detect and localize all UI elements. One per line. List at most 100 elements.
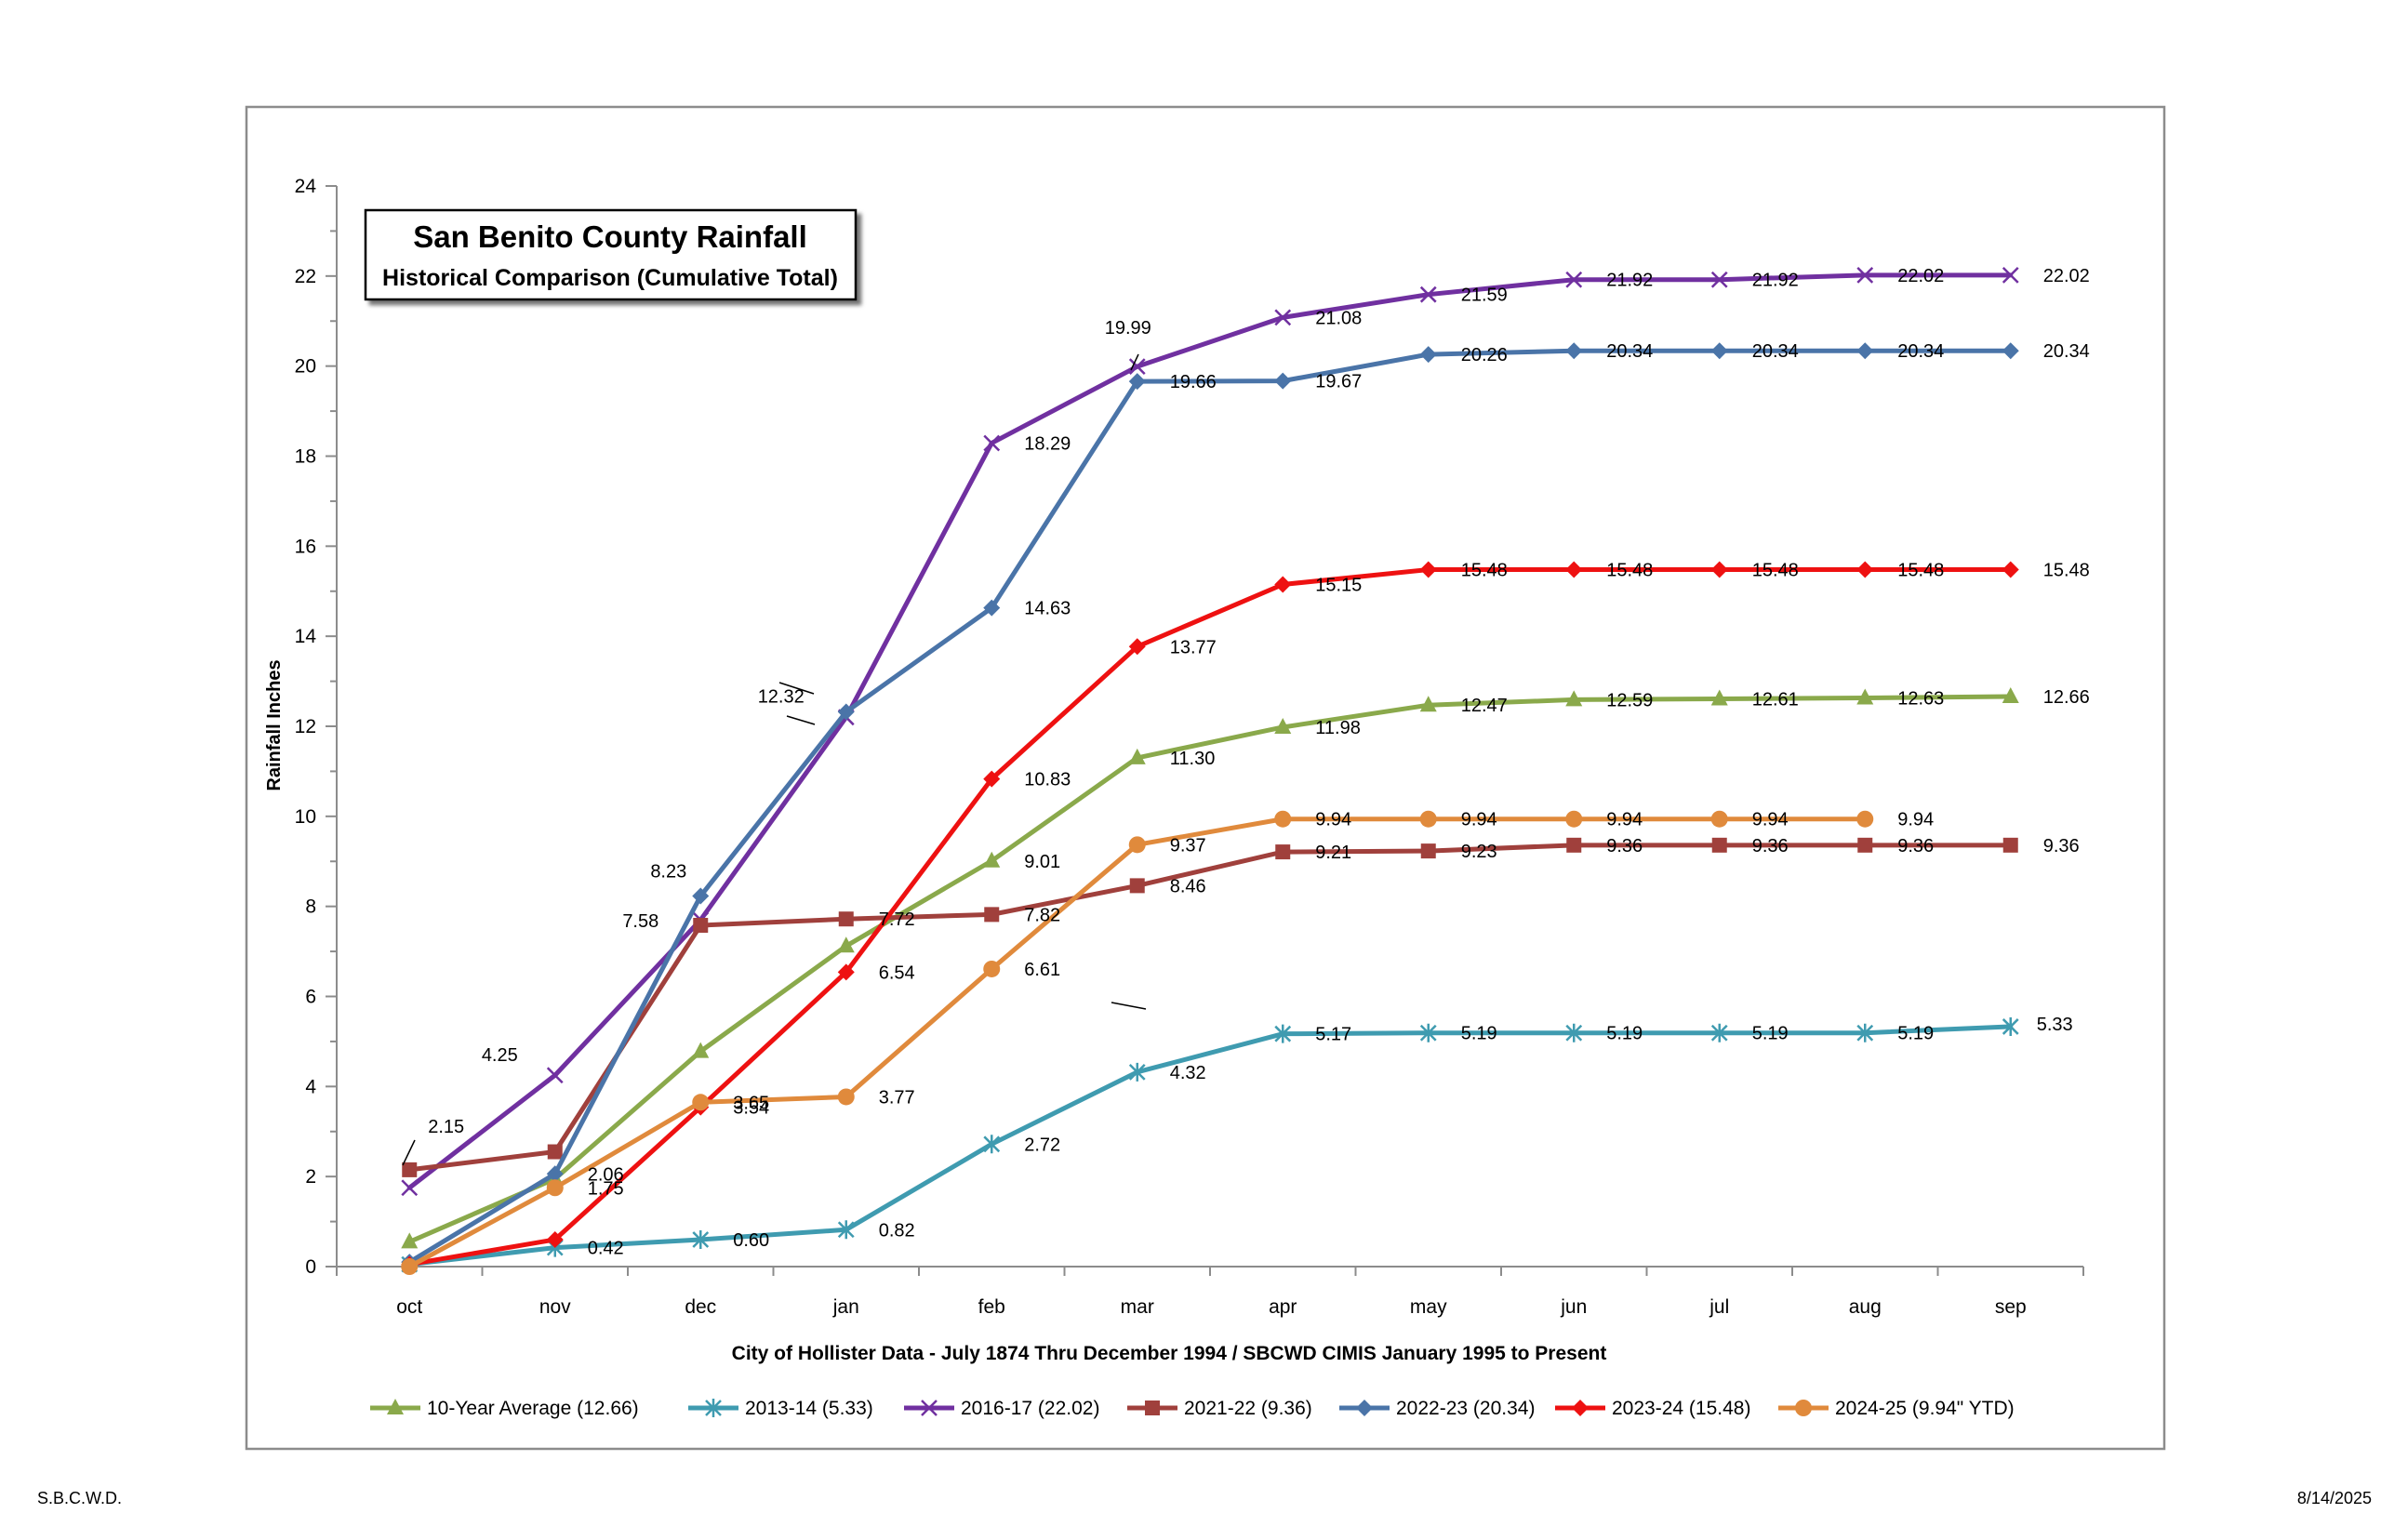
data-point bbox=[1856, 266, 1874, 284]
data-label: 12.59 bbox=[1606, 690, 1653, 710]
data-label: 7.82 bbox=[1024, 905, 1060, 925]
data-label: 5.19 bbox=[1897, 1024, 1934, 1044]
data-point bbox=[2002, 837, 2018, 853]
series-line bbox=[406, 567, 2014, 1268]
data-label: 2.72 bbox=[1024, 1135, 1060, 1155]
data-point bbox=[1419, 346, 1437, 364]
data-point bbox=[1129, 878, 1145, 894]
y-tick-label: 2 bbox=[305, 1166, 316, 1188]
data-point bbox=[1274, 309, 1292, 326]
legend-marker bbox=[921, 1400, 938, 1416]
x-tick-label: jun bbox=[1560, 1296, 1587, 1318]
data-label: 0.82 bbox=[879, 1220, 915, 1241]
data-label: 19.67 bbox=[1315, 372, 1362, 392]
x-tick-label: jan bbox=[832, 1296, 859, 1318]
x-axis-title: City of Hollister Data - July 1874 Thru … bbox=[732, 1343, 1607, 1364]
data-point bbox=[1710, 271, 1728, 288]
leader-line bbox=[1130, 353, 1139, 371]
chart-title-box: San Benito County Rainfall Historical Co… bbox=[364, 208, 858, 301]
data-label: 4.32 bbox=[1170, 1063, 1206, 1083]
y-axis-title: Rainfall Inches bbox=[264, 659, 285, 790]
data-point bbox=[837, 703, 855, 721]
data-point bbox=[401, 1258, 419, 1275]
data-label: 9.37 bbox=[1170, 835, 1206, 856]
data-point bbox=[1128, 358, 1146, 376]
data-point bbox=[1274, 372, 1292, 390]
data-point bbox=[401, 1232, 419, 1249]
data-label: 22.02 bbox=[1897, 266, 1944, 286]
data-point bbox=[1128, 836, 1146, 854]
data-label: 21.92 bbox=[1752, 271, 1799, 291]
legend: 10-Year Average (12.66) 2013-14 (5.33) 201… bbox=[370, 1398, 2015, 1419]
legend-item: 2013-14 (5.33) bbox=[688, 1398, 873, 1419]
y-tick-label: 18 bbox=[295, 446, 316, 468]
data-point bbox=[837, 1088, 855, 1106]
leader-line bbox=[1111, 1002, 1147, 1010]
data-point bbox=[1419, 1023, 1437, 1042]
legend-label: 2016-17 (22.02) bbox=[961, 1398, 1099, 1419]
y-tick-label: 14 bbox=[295, 626, 317, 647]
data-point bbox=[1419, 696, 1437, 712]
x-tick-label: oct bbox=[396, 1296, 422, 1318]
data-point bbox=[1710, 342, 1728, 360]
data-point bbox=[1856, 1023, 1874, 1042]
data-point bbox=[983, 851, 1001, 868]
legend-item: 2021-22 (9.36) bbox=[1127, 1398, 1312, 1419]
leader-line bbox=[786, 715, 816, 725]
data-point bbox=[838, 911, 854, 927]
data-point bbox=[402, 1162, 418, 1177]
chart-title: San Benito County Rainfall bbox=[413, 219, 807, 254]
y-tick-label: 24 bbox=[295, 176, 317, 197]
series-2024-25-9-94-ytd bbox=[401, 810, 1874, 1275]
data-point bbox=[983, 960, 1001, 977]
legend-item: 2016-17 (22.02) bbox=[904, 1398, 1099, 1419]
legend-marker bbox=[705, 1399, 722, 1417]
data-label: 18.29 bbox=[1024, 433, 1071, 454]
data-label: 3.77 bbox=[879, 1087, 915, 1108]
data-point bbox=[1565, 1023, 1583, 1042]
data-point bbox=[2002, 1016, 2019, 1036]
data-point bbox=[1565, 342, 1583, 360]
series-line bbox=[406, 1024, 2014, 1268]
data-point bbox=[1710, 1023, 1728, 1042]
x-tick-label: mar bbox=[1121, 1296, 1154, 1318]
data-label: 0.42 bbox=[588, 1239, 624, 1259]
data-point bbox=[1274, 717, 1292, 734]
data-label: 9.94 bbox=[1606, 810, 1643, 830]
data-label: 5.19 bbox=[1461, 1024, 1497, 1044]
data-label: 10.83 bbox=[1024, 770, 1071, 790]
legend-label: 2023-24 (15.48) bbox=[1612, 1398, 1750, 1419]
data-label: 8.23 bbox=[650, 862, 686, 883]
data-label: 8.46 bbox=[1170, 876, 1206, 896]
data-label: 9.21 bbox=[1315, 843, 1351, 863]
data-point bbox=[1128, 373, 1146, 391]
legend-label: 10-Year Average (12.66) bbox=[427, 1398, 639, 1419]
data-label: 11.30 bbox=[1170, 749, 1216, 769]
y-tick-label: 6 bbox=[305, 987, 316, 1008]
data-point bbox=[692, 1042, 710, 1058]
data-label: 5.19 bbox=[1606, 1024, 1643, 1044]
data-label: 11.98 bbox=[1315, 718, 1361, 738]
data-label: 21.59 bbox=[1461, 285, 1508, 306]
data-label: 21.08 bbox=[1315, 308, 1362, 328]
data-point bbox=[1275, 844, 1291, 860]
series-line bbox=[406, 348, 2014, 1265]
data-label: 6.61 bbox=[1024, 960, 1060, 980]
series-10-year-average-12-66 bbox=[401, 687, 2019, 1249]
data-label: 9.01 bbox=[1024, 852, 1060, 872]
data-point bbox=[693, 918, 709, 934]
data-point bbox=[1419, 561, 1437, 578]
data-label: 2.06 bbox=[588, 1164, 624, 1185]
data-point bbox=[546, 1067, 564, 1084]
data-label: 15.48 bbox=[1752, 561, 1799, 581]
data-label: 20.34 bbox=[1606, 341, 1653, 362]
data-point bbox=[1565, 561, 1583, 578]
data-point bbox=[1565, 271, 1583, 288]
data-label: 9.36 bbox=[2043, 836, 2080, 856]
data-point bbox=[1420, 843, 1436, 859]
data-label: 20.34 bbox=[1897, 341, 1944, 362]
data-label: 6.54 bbox=[879, 962, 915, 983]
y-tick-label: 10 bbox=[295, 806, 316, 828]
data-label: 4.25 bbox=[482, 1045, 518, 1066]
data-point bbox=[546, 1179, 564, 1197]
